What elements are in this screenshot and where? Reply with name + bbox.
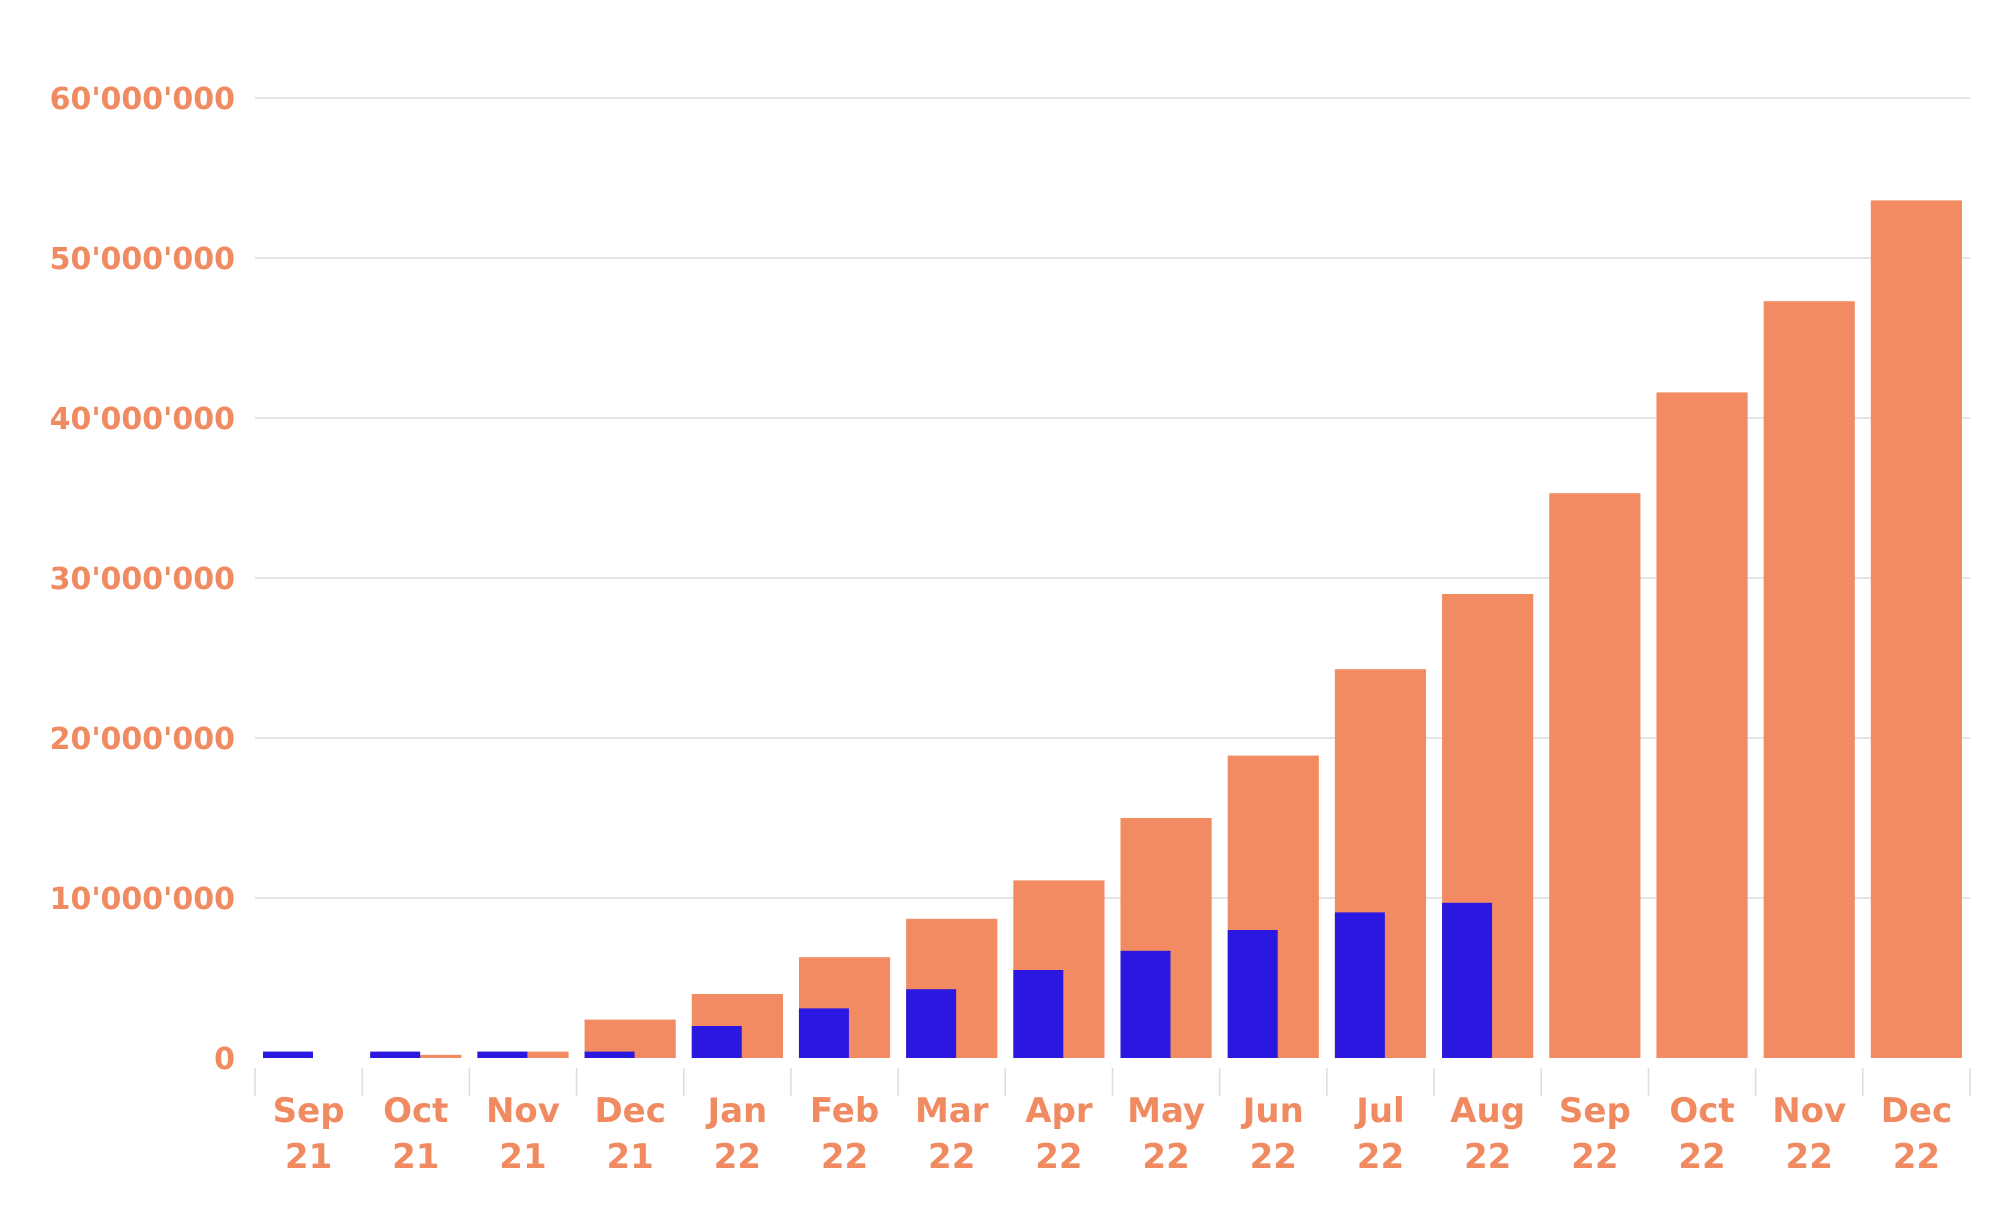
x-tick-label-year: 21: [392, 1137, 439, 1177]
x-tick-label-month: Aug: [1450, 1091, 1525, 1131]
bar-series-1: [1334, 912, 1385, 1058]
y-tick-label: 10'000'000: [50, 882, 235, 917]
bar-series-1: [1227, 930, 1278, 1058]
x-tick-label-month: Sep: [273, 1091, 345, 1131]
bar-series-2: [1763, 301, 1855, 1058]
bar-series-2: [1549, 493, 1641, 1058]
y-tick-label: 30'000'000: [50, 562, 235, 597]
bar-series-1: [798, 1008, 849, 1058]
x-tick-label-year: 22: [1464, 1137, 1511, 1177]
bar-series-1: [263, 1051, 313, 1058]
x-tick-label-year: 21: [606, 1137, 653, 1177]
x-tick-label-year: 22: [928, 1137, 975, 1177]
x-tick-label-year: 22: [821, 1137, 868, 1177]
x-tick-label-year: 22: [1035, 1137, 1082, 1177]
x-tick-label-month: Apr: [1025, 1091, 1093, 1131]
bars: [263, 200, 1962, 1058]
x-tick-label-year: 22: [1142, 1137, 1189, 1177]
x-tick-label-year: 22: [1678, 1137, 1725, 1177]
x-tick-label-year: 21: [499, 1137, 546, 1177]
x-tick-label-month: Oct: [1669, 1091, 1734, 1131]
x-tick-label-month: May: [1127, 1091, 1205, 1131]
x-tick-label-month: Oct: [383, 1091, 448, 1131]
bar-series-1: [477, 1051, 528, 1058]
x-tick-label-month: Jul: [1354, 1091, 1405, 1131]
bar-series-2: [1656, 392, 1748, 1058]
x-tick-label-year: 21: [285, 1137, 332, 1177]
y-tick-label: 0: [214, 1042, 235, 1077]
bar-series-1: [584, 1051, 635, 1058]
x-tick-label-year: 22: [1893, 1137, 1940, 1177]
y-tick-label: 40'000'000: [50, 402, 235, 437]
x-tick-label-month: Sep: [1559, 1091, 1631, 1131]
y-tick-label: 20'000'000: [50, 722, 235, 757]
y-tick-label: 60'000'000: [50, 82, 235, 117]
x-tick-label-month: Mar: [915, 1091, 989, 1131]
bar-series-2: [1870, 200, 1962, 1058]
x-tick-label-month: Feb: [810, 1091, 879, 1131]
x-tick-label-year: 22: [1250, 1137, 1297, 1177]
bar-series-1: [370, 1051, 421, 1058]
x-tick-label-year: 22: [1571, 1137, 1618, 1177]
y-tick-label: 50'000'000: [50, 242, 235, 277]
x-tick-label-month: Nov: [1772, 1091, 1846, 1131]
x-tick-label-year: 22: [1357, 1137, 1404, 1177]
y-axis-tick-labels: 0 10'000'000 20'000'000 30'000'000 40'000'00…: [50, 82, 235, 1077]
x-tick-label-year: 22: [714, 1137, 761, 1177]
bar-series-1: [691, 1026, 742, 1058]
bar-series-1: [1120, 950, 1171, 1058]
x-tick-label-month: Nov: [486, 1091, 560, 1131]
bar-series-1: [906, 989, 957, 1058]
bar-series-1: [1442, 902, 1493, 1058]
bar-series-1: [1013, 970, 1064, 1058]
x-tick-label-month: Jun: [1241, 1091, 1304, 1131]
x-tick-label-month: Jan: [705, 1091, 767, 1131]
x-tick-label-month: Dec: [594, 1091, 665, 1131]
x-tick-label-year: 22: [1786, 1137, 1833, 1177]
x-tick-label-month: Dec: [1881, 1091, 1952, 1131]
x-axis: Sep 21 Oct 21 Nov 21 Dec 21 Jan 22 Feb 22 Mar 22 Apr 22…: [254, 1068, 1971, 1177]
